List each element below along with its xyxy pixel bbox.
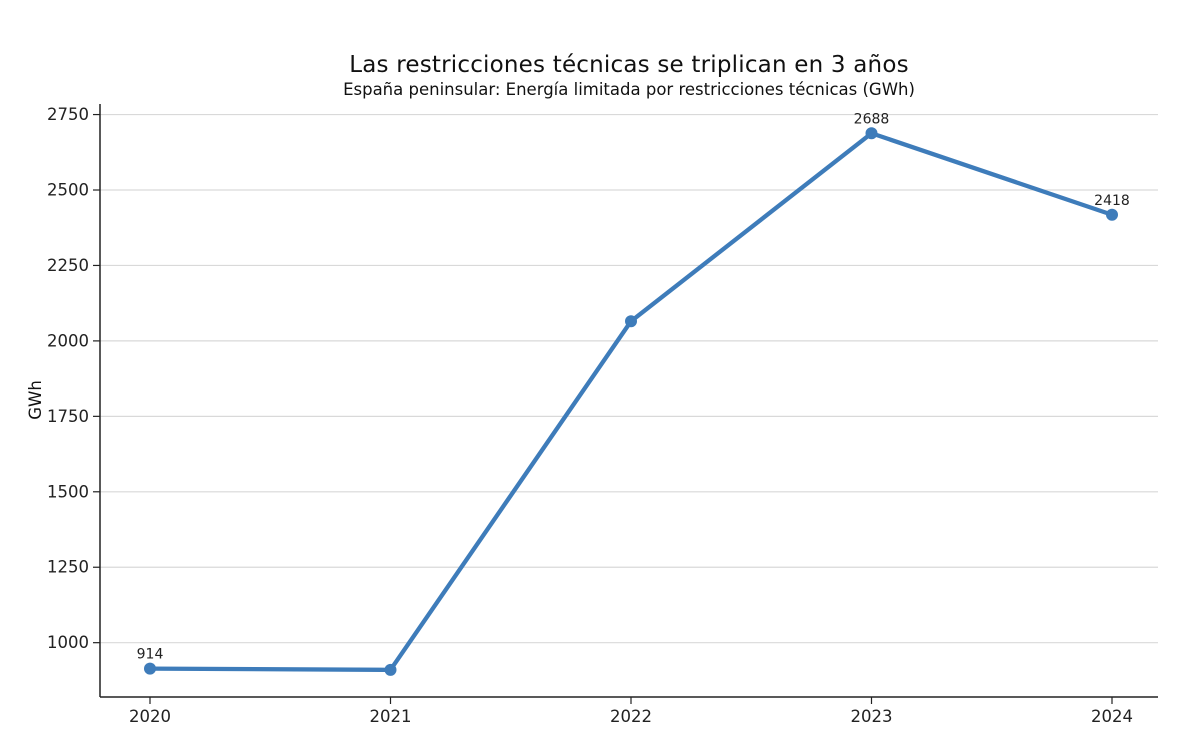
point-label: 2688 xyxy=(854,111,890,127)
x-tick-label: 2021 xyxy=(370,707,412,726)
y-tick-label: 2500 xyxy=(47,181,89,200)
axis-ticks-group xyxy=(93,113,1113,704)
y-tick-label: 2750 xyxy=(47,105,89,124)
chart-title: Las restricciones técnicas se triplican … xyxy=(349,52,909,78)
y-tick-label: 1750 xyxy=(47,407,89,426)
data-point-2024 xyxy=(1106,208,1118,221)
data-point-2022 xyxy=(625,315,637,328)
y-tick-label: 1000 xyxy=(47,633,89,652)
x-tick-label: 2020 xyxy=(129,707,171,726)
chart-subtitle: España peninsular: Energía limitada por … xyxy=(343,80,915,99)
data-point-2023 xyxy=(865,127,878,140)
point-label: 2418 xyxy=(1094,193,1130,209)
y-tick-label: 1250 xyxy=(47,558,89,577)
x-tick-label: 2024 xyxy=(1091,707,1133,726)
x-tick-label: 2022 xyxy=(610,707,652,726)
y-tick-label: 1500 xyxy=(47,482,89,501)
x-tick-label: 2023 xyxy=(851,707,893,726)
point-label: 914 xyxy=(137,647,164,663)
point-labels-group: 914 2688 2418 xyxy=(137,111,1130,662)
tick-labels-group: 1000 1250 1500 1750 2000 2250 2500 2750 2020 2021… xyxy=(47,105,1133,726)
data-series-group xyxy=(144,127,1118,676)
data-point-2020 xyxy=(144,662,156,675)
gridlines-group xyxy=(100,113,1158,644)
y-tick-label: 2000 xyxy=(47,331,89,350)
data-line xyxy=(147,131,1115,672)
y-tick-label: 2250 xyxy=(47,256,89,275)
data-point-2021 xyxy=(384,663,397,676)
